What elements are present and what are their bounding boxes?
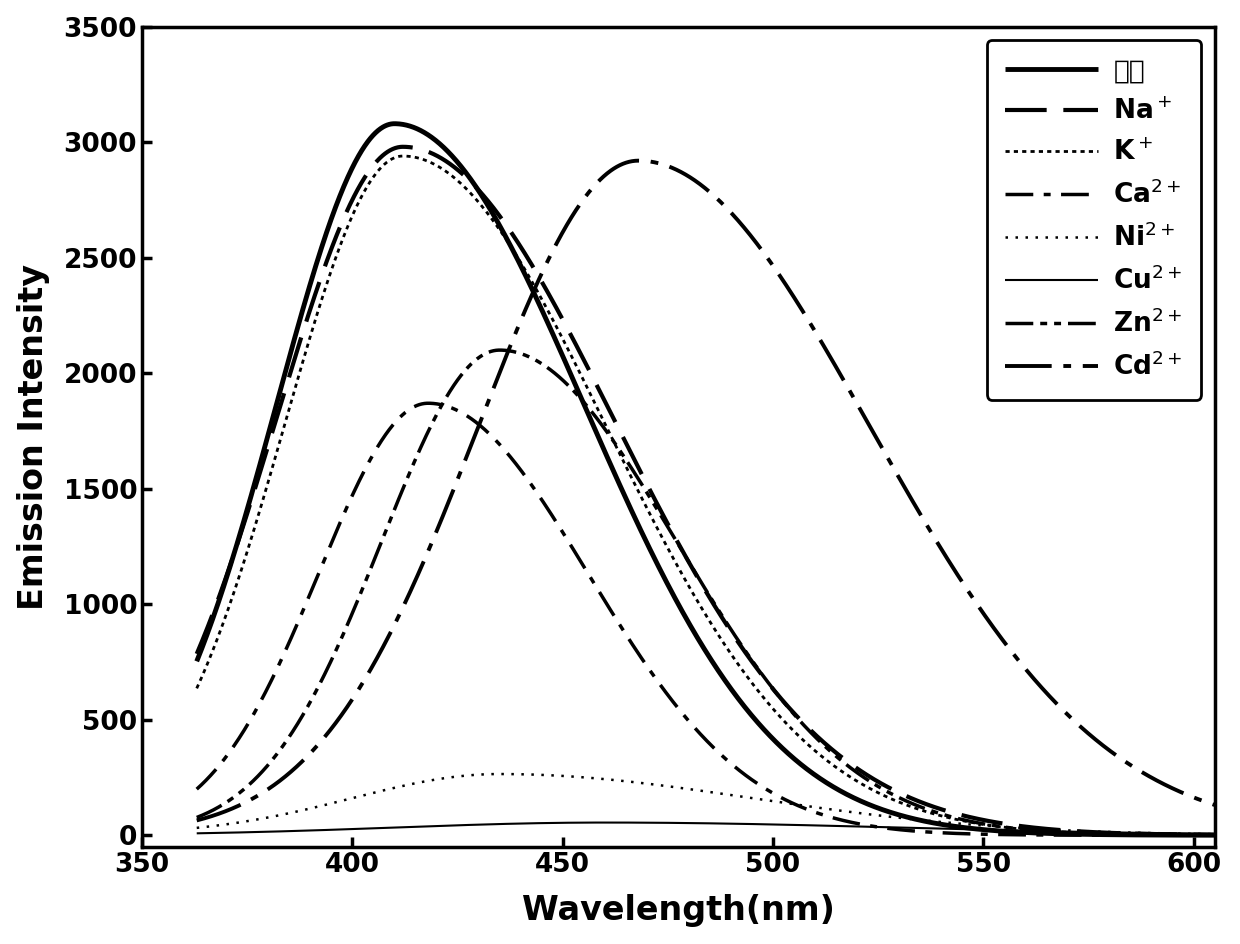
X-axis label: Wavelength(nm): Wavelength(nm) (522, 894, 835, 927)
Legend: 探针, Na$^+$, K$^+$, Ca$^{2+}$, Ni$^{2+}$, Cu$^{2+}$, Zn$^{2+}$, Cd$^{2+}$: 探针, Na$^+$, K$^+$, Ca$^{2+}$, Ni$^{2+}$,… (987, 40, 1202, 399)
Y-axis label: Emission Intensity: Emission Intensity (16, 263, 50, 610)
